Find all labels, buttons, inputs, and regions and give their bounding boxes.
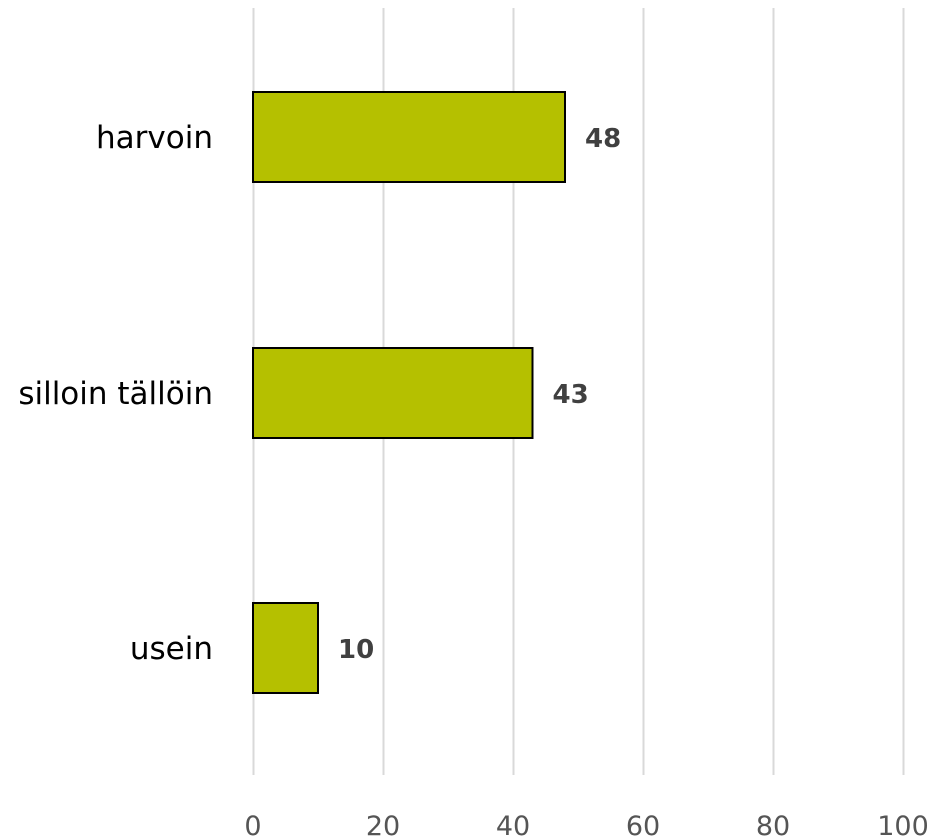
category-label-2: usein	[130, 631, 213, 667]
bar-1	[252, 347, 534, 439]
category-label-0: harvoin	[96, 120, 213, 156]
bar-0	[252, 91, 566, 183]
x-tick-label-2: 40	[496, 811, 530, 838]
x-tick-labels: 0 20 40 60 80 100	[244, 811, 928, 838]
data-label-0: 48	[585, 124, 621, 154]
x-tick-label-4: 80	[756, 811, 790, 838]
x-tick-label-1: 20	[366, 811, 400, 838]
x-tick-label-0: 0	[244, 811, 261, 838]
category-labels: harvoin silloin tällöin usein	[18, 120, 213, 667]
bars	[252, 91, 566, 694]
bar-2	[252, 602, 319, 694]
data-label-2: 10	[338, 635, 374, 665]
category-label-1: silloin tällöin	[18, 376, 213, 412]
data-labels: 48 43 10	[338, 124, 621, 665]
x-tick-label-5: 100	[877, 811, 928, 838]
x-tick-label-3: 60	[626, 811, 660, 838]
data-label-1: 43	[553, 380, 589, 410]
